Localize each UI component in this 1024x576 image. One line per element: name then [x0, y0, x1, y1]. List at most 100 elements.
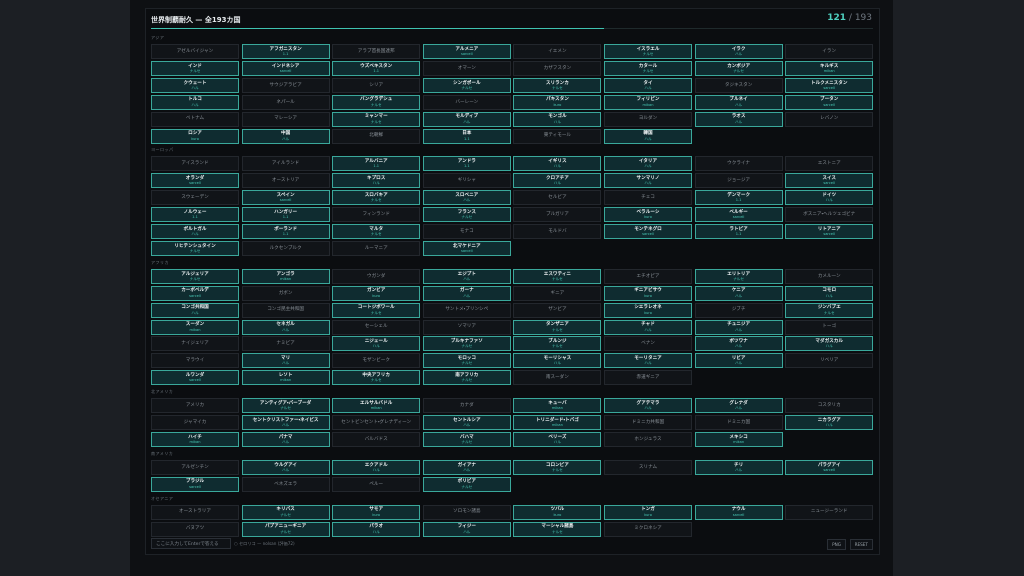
- country-name: ルクセンブルク: [269, 245, 302, 251]
- country-cell: ボツワナ ハル: [694, 336, 783, 352]
- country-name: モンゴル: [548, 114, 567, 120]
- country-cell: ツバル kuro: [513, 504, 602, 520]
- country-name: アンゴラ: [276, 271, 295, 277]
- country-cell: コンゴ民主共和国: [241, 302, 330, 318]
- country-name: 東ティモール: [543, 133, 572, 139]
- answered-by: ハル: [191, 85, 199, 90]
- country-name: リヒテンシュタイン: [174, 243, 216, 249]
- country-cell: パキスタン kuro: [513, 94, 602, 110]
- country-name: バヌアツ: [185, 526, 205, 532]
- answered-by: ハル: [463, 276, 471, 281]
- answered-by: ナルセ: [461, 484, 473, 489]
- country-name: キプロス: [366, 176, 386, 182]
- answered-by: ハル: [463, 423, 471, 428]
- country-cell: イスラエル ナルセ: [604, 44, 692, 59]
- answered-by: ナルセ: [461, 85, 473, 90]
- country-name: リトアニア: [817, 226, 841, 232]
- country-cell: ブータン sarcell: [785, 94, 874, 110]
- country-name: 中国: [280, 131, 291, 137]
- country-name: アルゼンチン: [181, 464, 209, 470]
- country-cell: ハンガリー 1.1: [241, 207, 330, 223]
- country-name: インド: [188, 63, 202, 69]
- button[interactable]: RESET: [849, 539, 873, 550]
- country-name: 北マケドニア: [453, 243, 481, 249]
- answered-by: ナルセ: [552, 327, 563, 332]
- country-cell: アルゼンチン: [151, 459, 239, 475]
- country-name: イタリア: [638, 159, 658, 165]
- country-cell: ニジェール ハル: [332, 336, 421, 352]
- title: 世界制覇耐久 — 全193カ国: [151, 16, 241, 24]
- country-cell: スリナム: [604, 459, 692, 475]
- answered-by: ハル: [553, 439, 561, 444]
- country-name: フランス: [457, 209, 476, 215]
- country-cell: ガイアナ ハル: [422, 459, 511, 475]
- country-name: ベトナム: [185, 116, 205, 122]
- answered-by: ハル: [735, 52, 743, 57]
- answered-by: sarcell: [823, 102, 836, 107]
- answered-by: mikan: [823, 68, 835, 73]
- country-name: イラン: [822, 48, 837, 54]
- country-name: セントクリストファー・ネイビス: [252, 417, 319, 423]
- country-cell: エスワティニ ナルセ: [513, 268, 602, 284]
- country-name: アルバニア: [364, 159, 388, 165]
- country-name: セルビア: [548, 195, 567, 201]
- country-cell: バハマ ナルセ: [422, 431, 511, 447]
- answered-by: ハル: [644, 136, 652, 141]
- country-name: コモロ: [822, 288, 837, 294]
- country-name: ソロモン諸島: [453, 509, 481, 515]
- country-cell: シエラレオネ kuro: [604, 302, 692, 318]
- country-cell: アンドラ 1.1: [422, 156, 511, 172]
- country-name: ハイチ: [188, 434, 202, 440]
- country-name: トリニダード・トバゴ: [535, 417, 579, 423]
- country-cell: キプロス ハル: [332, 173, 421, 189]
- country-cell: ウガンダ: [332, 268, 421, 284]
- country-name: 韓国: [643, 131, 653, 137]
- section-label: オセアニア: [151, 495, 174, 501]
- country-name: キリバス: [276, 507, 295, 513]
- country-cell: ヨルダン: [604, 111, 692, 127]
- country-cell: 南スーダン: [513, 370, 602, 386]
- country-cell: ラオス ハル: [694, 111, 783, 127]
- country-cell: 東ティモール: [513, 128, 602, 144]
- country-name: ガンビア: [366, 288, 386, 294]
- country-name: ドイツ: [822, 192, 837, 198]
- section-label: アジア: [151, 35, 165, 40]
- country-cell: コンゴ共和国 ハル: [151, 302, 239, 318]
- button[interactable]: PNG: [827, 539, 846, 550]
- country-cell: ギリシャ: [422, 173, 511, 189]
- answer-input[interactable]: ここに入力してEnterで答える: [151, 538, 231, 549]
- country-name: カタール: [638, 63, 658, 69]
- country-name: スリナム: [638, 464, 658, 470]
- country-name: エスワティニ: [543, 271, 572, 277]
- country-name: アンティグア・バーブーダ: [259, 400, 312, 406]
- country-name: ボスニア・ヘルツェゴビナ: [803, 211, 856, 217]
- country-name: タジキスタン: [724, 82, 753, 88]
- country-cell: ジブチ: [694, 302, 783, 318]
- country-cell: コスタリカ: [785, 398, 874, 414]
- country-name: クロアチア: [545, 176, 569, 182]
- country-cell: サウジアラビア: [241, 77, 330, 93]
- answered-by: 1.1: [282, 215, 289, 220]
- answered-by: ナルセ: [370, 310, 382, 315]
- country-cell: サンマリノ ハル: [604, 173, 692, 189]
- answered-by: ハル: [553, 119, 561, 124]
- answered-by: ハル: [463, 198, 471, 203]
- country-name: ツバル: [550, 507, 565, 513]
- answered-by: sarcell: [279, 68, 292, 73]
- country-cell: アンティグア・バーブーダ ナルセ: [241, 398, 330, 414]
- country-cell: モーリタニア ハル: [604, 353, 692, 369]
- country-name: ミャンマー: [364, 114, 388, 120]
- answered-by: ハル: [735, 327, 743, 332]
- answered-by: ナルセ: [552, 276, 563, 281]
- country-name: ジャマイカ: [183, 419, 207, 425]
- country-cell: バングラデシュ ナルセ: [332, 94, 421, 110]
- country-name: ソマリア: [457, 324, 476, 330]
- country-name: スイス: [822, 176, 837, 182]
- country-name: ブルンジ: [548, 339, 567, 345]
- country-name: カナダ: [459, 402, 474, 408]
- country-name: スーダン: [185, 322, 205, 328]
- country-cell: オーストリア: [241, 173, 330, 189]
- answered-by: ハル: [463, 529, 471, 534]
- country-cell: シリア: [332, 77, 421, 93]
